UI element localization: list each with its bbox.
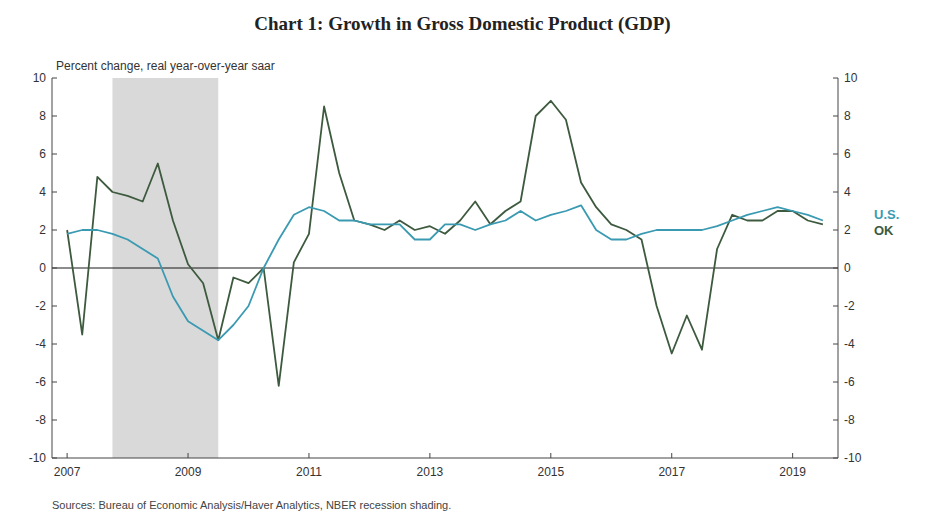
y-tick bbox=[52, 116, 57, 117]
y-tick-label: 4 bbox=[39, 185, 46, 199]
x-tick-label: 2011 bbox=[296, 465, 322, 479]
y2-tick bbox=[833, 306, 838, 307]
y2-tick-label: 4 bbox=[844, 185, 851, 199]
y-tick bbox=[52, 382, 57, 383]
y2-tick bbox=[833, 192, 838, 193]
series-line bbox=[67, 101, 823, 386]
series-line bbox=[67, 205, 823, 340]
y2-tick-label: -2 bbox=[844, 299, 855, 313]
x-tick bbox=[67, 453, 68, 458]
y-tick-label: -10 bbox=[29, 451, 47, 465]
y-tick-label: -2 bbox=[35, 299, 46, 313]
x-tick bbox=[429, 453, 430, 458]
plot-area bbox=[52, 78, 838, 458]
y-tick bbox=[52, 78, 57, 79]
x-axis-line bbox=[52, 458, 838, 459]
y-tick-label: 8 bbox=[39, 109, 46, 123]
source-note: Sources: Bureau of Economic Analysis/Hav… bbox=[52, 499, 451, 511]
y2-tick bbox=[833, 420, 838, 421]
y2-tick bbox=[833, 78, 838, 79]
y2-tick-label: 8 bbox=[844, 109, 851, 123]
y-tick-label: 2 bbox=[39, 223, 46, 237]
y2-tick-label: 10 bbox=[844, 71, 858, 85]
x-tick bbox=[308, 453, 309, 458]
y-tick-label: 0 bbox=[39, 261, 46, 275]
x-tick-label: 2013 bbox=[417, 465, 444, 479]
chart: Chart 1: Growth in Gross Domestic Produc… bbox=[0, 0, 925, 521]
y2-tick-label: 2 bbox=[844, 223, 851, 237]
y2-tick-label: -10 bbox=[844, 451, 862, 465]
y2-tick bbox=[833, 458, 838, 459]
x-tick-label: 2015 bbox=[537, 465, 564, 479]
x-tick bbox=[792, 453, 793, 458]
axes: 2007 2009 2011 2013 2015 2017 2019 -10 -8 -6 -4 -2 0… bbox=[29, 71, 862, 479]
series-label: OK bbox=[874, 223, 894, 238]
x-tick bbox=[550, 453, 551, 458]
title: Chart 1: Growth in Gross Domestic Produc… bbox=[254, 13, 670, 35]
y2-tick-label: -6 bbox=[844, 375, 855, 389]
y-tick bbox=[52, 154, 57, 155]
y2-tick bbox=[833, 154, 838, 155]
y2-tick bbox=[833, 230, 838, 231]
y-tick bbox=[52, 306, 57, 307]
x-tick-label: 2019 bbox=[779, 465, 806, 479]
y-tick-label: 6 bbox=[39, 147, 46, 161]
y-tick bbox=[52, 344, 57, 345]
x-tick-label: 2009 bbox=[175, 465, 202, 479]
y-label: Percent change, real year-over-year saar bbox=[56, 59, 275, 73]
y2-tick-label: -8 bbox=[844, 413, 855, 427]
y-tick bbox=[52, 420, 57, 421]
x-tick bbox=[671, 453, 672, 458]
zero-line bbox=[52, 268, 838, 269]
y-tick bbox=[52, 458, 57, 459]
y-tick-label: -6 bbox=[35, 375, 46, 389]
y-tick-label: -8 bbox=[35, 413, 46, 427]
x-tick-label: 2007 bbox=[54, 465, 81, 479]
y-tick bbox=[52, 268, 57, 269]
y2-tick-label: 0 bbox=[844, 261, 851, 275]
x-tick bbox=[188, 453, 189, 458]
y-tick-label: 10 bbox=[33, 71, 47, 85]
y2-tick-label: 6 bbox=[844, 147, 851, 161]
y2-tick bbox=[833, 116, 838, 117]
y2-tick-label: -4 bbox=[844, 337, 855, 351]
y-tick-label: -4 bbox=[35, 337, 46, 351]
y-tick bbox=[52, 192, 57, 193]
y2-tick bbox=[833, 344, 838, 345]
series-label: U.S. bbox=[874, 207, 899, 222]
x-tick-label: 2017 bbox=[658, 465, 685, 479]
y-tick bbox=[52, 230, 57, 231]
y2-tick bbox=[833, 382, 838, 383]
y2-tick bbox=[833, 268, 838, 269]
